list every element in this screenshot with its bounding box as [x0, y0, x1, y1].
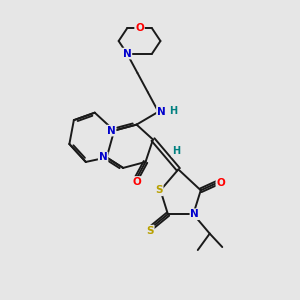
Text: S: S	[146, 226, 154, 236]
Text: N: N	[190, 209, 199, 219]
Text: N: N	[157, 107, 166, 117]
Text: N: N	[107, 126, 116, 136]
Text: H: H	[172, 146, 180, 157]
Text: O: O	[132, 177, 141, 187]
Text: O: O	[135, 23, 144, 34]
Text: H: H	[169, 106, 177, 116]
Text: S: S	[155, 185, 163, 195]
Text: O: O	[216, 178, 225, 188]
Text: N: N	[99, 152, 107, 163]
Text: N: N	[123, 49, 131, 58]
